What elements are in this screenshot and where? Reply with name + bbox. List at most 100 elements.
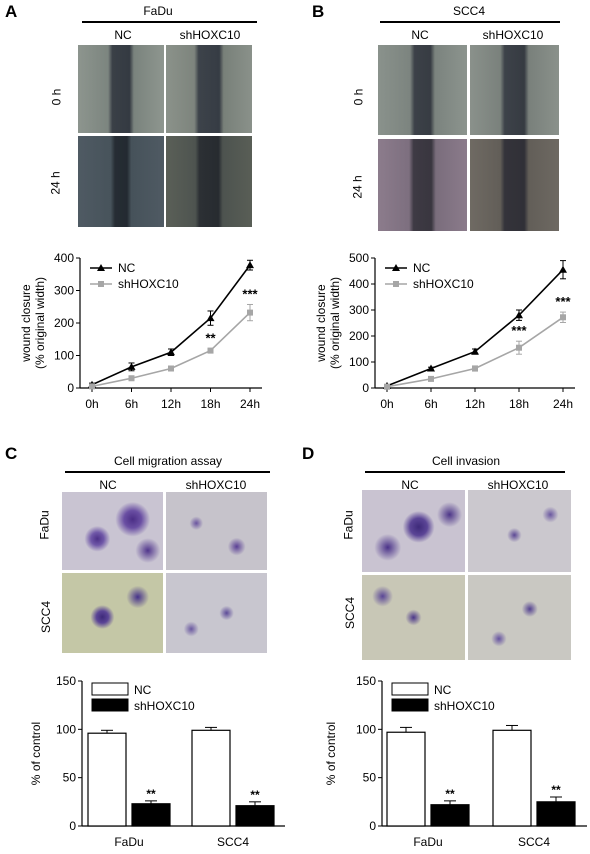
bar-nc-fadu <box>87 732 127 827</box>
x-tick-label: FaDu <box>114 835 143 849</box>
transwell-image-migration-fadu-nc <box>62 492 163 570</box>
y-tick-label: 100 <box>349 355 369 369</box>
significance-marker: ** <box>445 787 455 801</box>
data-point-square <box>516 344 522 351</box>
y-tick-label: 150 <box>56 674 76 688</box>
significance-marker: *** <box>555 294 571 309</box>
transwell-image-invasion-fadu-sh <box>468 490 571 572</box>
panel-c-col-sh: shHOXC10 <box>185 478 247 492</box>
legend-marker-nc <box>392 264 400 271</box>
panel-d-row-scc4: SCC4 <box>343 596 358 630</box>
y-axis-label: % of control <box>29 722 43 785</box>
panel-c-bar-chart: 0 50 100 150 % of control FaDu ** SCC4 ** NC shHOX… <box>29 674 285 849</box>
panel-d-bar-chart: 0 50 100 150 % of control FaDu ** SCC4 ** NC shHOX… <box>324 674 587 849</box>
legend-label-shhoxc10: shHOXC10 <box>413 277 474 291</box>
legend-swatch-shhoxc10 <box>391 698 429 712</box>
x-tick-label: 24h <box>553 397 573 411</box>
panel-d-row-fadu: FaDu <box>341 510 356 540</box>
panel-b-row-0h: 0 h <box>351 88 366 106</box>
panel-b-cell-line: SCC4 <box>452 4 486 18</box>
x-tick-label: 0h <box>85 397 98 411</box>
data-point-square <box>472 365 478 372</box>
data-point-triangle <box>515 311 523 319</box>
bar-nc-scc4 <box>492 729 532 827</box>
transwell-image-migration-scc4-sh <box>166 573 267 653</box>
data-point-triangle <box>206 314 215 322</box>
y-tick-label: 0 <box>67 381 74 395</box>
y-tick-label: 400 <box>349 277 369 291</box>
panel-d-assay-title: Cell invasion <box>431 454 501 468</box>
y-tick-label: 50 <box>63 771 77 785</box>
wound-image-scc4-sh-0h <box>470 45 559 135</box>
x-tick-label: 6h <box>125 397 138 411</box>
x-tick-label: 24h <box>240 397 260 411</box>
wound-image-fadu-sh-24h <box>166 136 252 227</box>
significance-marker: *** <box>511 323 527 338</box>
panel-a-row-0h: 0 h <box>49 88 64 106</box>
legend-label-nc: NC <box>413 261 431 275</box>
y-tick-label: 200 <box>349 329 369 343</box>
panel-a-header-line <box>82 21 257 23</box>
panel-c-row-fadu: FaDu <box>37 510 52 540</box>
legend-label-nc: NC <box>118 261 136 275</box>
x-tick-label: 18h <box>509 397 529 411</box>
data-point-triangle <box>427 364 435 372</box>
panel-a-row-24h: 24 h <box>48 171 63 195</box>
panel-c-letter: C <box>5 444 18 463</box>
data-point-square <box>207 347 214 354</box>
panel-d-header-line <box>365 471 565 473</box>
panel-a-cell-line: FaDu <box>143 4 173 18</box>
y-tick-label: 50 <box>363 771 377 785</box>
legend-label-nc: NC <box>134 683 152 697</box>
y-axis-label: % of control <box>324 722 338 785</box>
panel-b-row-24h: 24 h <box>350 175 365 199</box>
significance-marker: *** <box>242 286 258 301</box>
data-point-square <box>384 383 390 390</box>
panel-d-col-sh: shHOXC10 <box>487 478 549 492</box>
x-tick-label: 6h <box>424 397 437 411</box>
wound-image-scc4-nc-24h <box>378 139 467 231</box>
wound-image-scc4-sh-24h <box>470 139 559 231</box>
data-point-triangle <box>471 347 479 355</box>
data-point-square <box>128 375 135 382</box>
y-tick-label: 150 <box>356 674 376 688</box>
data-point-square <box>560 314 566 321</box>
panel-b-line-chart: 0 100 200 300 400 500 0h 6h 12h 18h 24h wound closu… <box>314 251 575 411</box>
bar-shhoxc10-scc4 <box>536 801 576 827</box>
y-axis-label: wound closure(% original width) <box>19 277 47 369</box>
significance-marker: ** <box>551 783 561 797</box>
panel-d-letter: D <box>302 444 315 463</box>
significance-marker: ** <box>205 330 216 345</box>
legend-label-shhoxc10: shHOXC10 <box>434 699 495 713</box>
transwell-image-invasion-scc4-nc <box>362 575 465 660</box>
panel-d-col-nc: NC <box>401 478 419 492</box>
legend-marker-shhoxc10 <box>98 281 104 287</box>
panel-c-row-scc4: SCC4 <box>39 600 54 634</box>
data-point-triangle <box>246 261 254 269</box>
panel-b-header-line <box>380 21 560 23</box>
x-tick-label: 12h <box>465 397 485 411</box>
panel-c-assay-title: Cell migration assay <box>113 454 223 468</box>
x-tick-label: 18h <box>200 397 220 411</box>
bar-nc-fadu <box>386 731 426 827</box>
y-tick-label: 100 <box>54 349 74 363</box>
y-tick-label: 300 <box>54 284 74 298</box>
wound-image-fadu-nc-0h <box>78 45 164 133</box>
y-tick-label: 300 <box>349 303 369 317</box>
wound-image-scc4-nc-0h <box>378 45 467 135</box>
bar-shhoxc10-fadu <box>430 804 470 827</box>
wound-image-fadu-sh-0h <box>166 45 252 133</box>
y-axis-label: wound closure(% original width) <box>314 277 342 369</box>
transwell-image-migration-fadu-sh <box>166 492 267 570</box>
wound-image-fadu-nc-24h <box>78 136 164 227</box>
data-point-square <box>168 365 174 372</box>
panel-a-letter: A <box>5 2 18 21</box>
data-point-triangle <box>559 265 567 273</box>
data-point-triangle <box>127 362 136 370</box>
data-point-triangle <box>167 348 175 356</box>
bar-shhoxc10-fadu <box>131 803 171 827</box>
y-tick-label: 200 <box>54 316 74 330</box>
y-tick-label: 100 <box>356 722 376 736</box>
y-tick-label: 100 <box>56 722 76 736</box>
bar-nc-scc4 <box>191 729 231 827</box>
